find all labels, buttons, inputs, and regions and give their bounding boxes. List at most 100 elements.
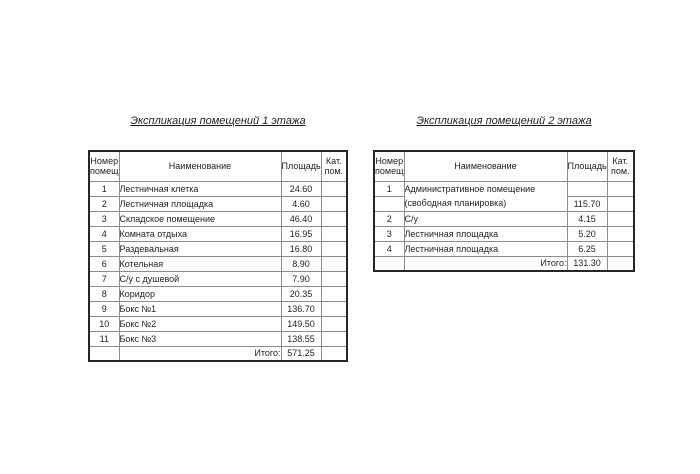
row-category-cell bbox=[320, 195, 348, 212]
row-name-cell: Котельная bbox=[118, 255, 282, 272]
row-name-cell: Раздевальная bbox=[118, 240, 282, 257]
table-row: 8 Коридор 20.35 bbox=[88, 285, 348, 302]
col-header-number: Номер помещ. bbox=[88, 150, 120, 182]
row-number-cell: 5 bbox=[88, 240, 120, 257]
row-number-cell: 11 bbox=[88, 330, 120, 347]
row-category-cell bbox=[606, 240, 635, 257]
row-number-cell: 8 bbox=[88, 285, 120, 302]
header-row: Номер помещ. Наименование Площадь Кат. п… bbox=[88, 150, 348, 182]
row-number-cell: 2 bbox=[373, 210, 405, 227]
row-category-cell bbox=[320, 240, 348, 257]
row-category-cell bbox=[320, 225, 348, 242]
col-header-area: Площадь bbox=[280, 150, 322, 182]
row-number-cell: 7 bbox=[88, 270, 120, 287]
row-area-cell: 24.60 bbox=[280, 180, 322, 197]
row-category-cell bbox=[320, 285, 348, 302]
row-number-cell: 3 bbox=[373, 225, 405, 242]
col-header-category: Кат. пом. bbox=[320, 150, 348, 182]
row-number-cell: 6 bbox=[88, 255, 120, 272]
table-row: 6 Котельная 8.90 bbox=[88, 255, 348, 272]
explication-table-floor2: Номер помещ. Наименование Площадь Кат. п… bbox=[373, 150, 635, 272]
total-row: Итого: 571.25 bbox=[88, 345, 348, 362]
row-area-cell: 5.20 bbox=[566, 225, 608, 242]
row-area-cell: 4.60 bbox=[280, 195, 322, 212]
row-area-cell: 16.80 bbox=[280, 240, 322, 257]
total-label: Итого: bbox=[403, 255, 568, 272]
total-value: 131.30 bbox=[566, 255, 608, 272]
total-value: 571.25 bbox=[280, 345, 322, 362]
row-area-cell: 7.90 bbox=[280, 270, 322, 287]
row-name-cell: Складское помещение bbox=[118, 210, 282, 227]
row-number-cell: 10 bbox=[88, 315, 120, 332]
table-row: 9 Бокс №1 136.70 bbox=[88, 300, 348, 317]
table-row: 2 Лестничная площадка 4.60 bbox=[88, 195, 348, 212]
table-row: 4 Лестничная площадка 6.25 bbox=[373, 240, 635, 257]
row-number-cell: 1 bbox=[88, 180, 120, 197]
table-body: 1 Лестничная клетка 24.60 2 Лестничная площа… bbox=[88, 180, 348, 347]
header-row: Номер помещ. Наименование Площадь Кат. п… bbox=[373, 150, 635, 182]
row-name-cell: С/у bbox=[403, 210, 568, 227]
row-name-cell: Бокс №1 bbox=[118, 300, 282, 317]
total-empty-number-cell bbox=[88, 345, 120, 362]
row-area-cell: 16.95 bbox=[280, 225, 322, 242]
row-area-cell: 138.55 bbox=[280, 330, 322, 347]
row-category-cell bbox=[320, 300, 348, 317]
explication-table-floor1: Номер помещ. Наименование Площадь Кат. п… bbox=[88, 150, 348, 362]
row-category-cell bbox=[320, 315, 348, 332]
table-title-floor1: Экспликация помещений 1 этажа bbox=[130, 115, 306, 127]
total-empty-category-cell bbox=[320, 345, 348, 362]
row-number-cell: 3 bbox=[88, 210, 120, 227]
row-number-cell: 2 bbox=[88, 195, 120, 212]
row-number-cell: 1 bbox=[373, 180, 405, 197]
row-area-cell: 4.15 bbox=[566, 210, 608, 227]
explication-floor2-section: Экспликация помещений 2 этажа Номер поме… bbox=[373, 114, 635, 272]
row-name-cell: Лестничная площадка bbox=[118, 195, 282, 212]
row-area-cell: 20.35 bbox=[280, 285, 322, 302]
table-title-floor2: Экспликация помещений 2 этажа bbox=[416, 115, 592, 127]
table-row: 11 Бокс №3 138.55 bbox=[88, 330, 348, 347]
row-category-cell bbox=[320, 180, 348, 197]
row-area-cell: 149.50 bbox=[280, 315, 322, 332]
total-empty-number-cell bbox=[373, 255, 405, 272]
row-area-cell: 8.90 bbox=[280, 255, 322, 272]
total-empty-category-cell bbox=[606, 255, 635, 272]
total-label: Итого: bbox=[118, 345, 282, 362]
row-name-cell: Бокс №2 bbox=[118, 315, 282, 332]
row-name-cell: С/у с душевой bbox=[118, 270, 282, 287]
row-category-cell bbox=[606, 225, 635, 242]
row-category-cell bbox=[320, 330, 348, 347]
row-category-cell bbox=[606, 210, 635, 227]
row-name-cell: Лестничная клетка bbox=[118, 180, 282, 197]
row-category-cell bbox=[606, 180, 635, 197]
row-category-cell bbox=[320, 210, 348, 227]
table-row: 3 Лестничная площадка 5.20 bbox=[373, 225, 635, 242]
total-row: Итого: 131.30 bbox=[373, 255, 635, 272]
row-category-cell bbox=[606, 195, 635, 212]
table-row: 7 С/у с душевой 7.90 bbox=[88, 270, 348, 287]
row-area-cell: 115.70 bbox=[566, 195, 608, 212]
row-number-cell bbox=[373, 195, 405, 212]
row-name-cell: Коридор bbox=[118, 285, 282, 302]
col-header-name: Наименование bbox=[403, 150, 568, 182]
col-header-area: Площадь bbox=[566, 150, 608, 182]
row-name-cell: Комната отдыха bbox=[118, 225, 282, 242]
table-row: 1 Административное помещение bbox=[373, 180, 635, 197]
row-name-cell: (свободная планировка) bbox=[403, 196, 568, 212]
row-area-cell: 6.25 bbox=[566, 240, 608, 257]
row-area-cell: 46.40 bbox=[280, 210, 322, 227]
row-number-cell: 4 bbox=[373, 240, 405, 257]
table-row: 2 С/у 4.15 bbox=[373, 210, 635, 227]
row-area-cell bbox=[566, 180, 608, 197]
table-row: 3 Складское помещение 46.40 bbox=[88, 210, 348, 227]
row-name-cell: Бокс №3 bbox=[118, 330, 282, 347]
col-header-category: Кат. пом. bbox=[606, 150, 635, 182]
col-header-number: Номер помещ. bbox=[373, 150, 405, 182]
table-row: 5 Раздевальная 16.80 bbox=[88, 240, 348, 257]
table-body: 1 Административное помещение (свободная пл… bbox=[373, 180, 635, 257]
row-number-cell: 9 bbox=[88, 300, 120, 317]
table-row: (свободная планировка) 115.70 bbox=[373, 195, 635, 212]
row-name-cell: Лестничная площадка bbox=[403, 240, 568, 257]
row-name-cell: Административное помещение bbox=[403, 180, 568, 196]
row-name-cell: Лестничная площадка bbox=[403, 225, 568, 242]
